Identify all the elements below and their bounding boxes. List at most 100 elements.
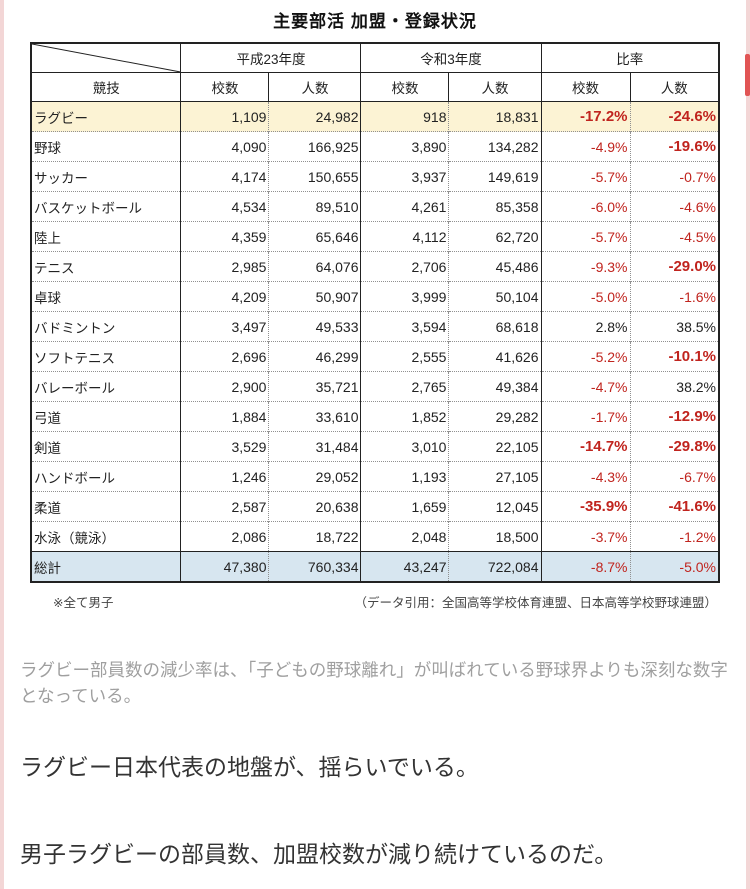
r3-members: 22,105	[448, 431, 542, 462]
h23-members: 64,076	[268, 251, 362, 282]
h23-schools: 3,529	[180, 431, 270, 462]
h23-schools: 47,380	[180, 551, 270, 582]
table-body: ラグビー 1,109 24,982 918 18,831 -17.2% -24.6% 野球 4,…	[30, 101, 719, 582]
table-row: サッカー 4,174 150,655 3,937 149,619 -5.7% -0.7%	[30, 161, 719, 192]
sport-name: 弓道	[30, 401, 182, 432]
note-data-source: （データ引用：全国高等学校体育連盟、日本高等学校野球連盟）	[354, 596, 717, 610]
scrollbar-thumb[interactable]	[745, 54, 750, 96]
sport-name: ラグビー	[30, 101, 182, 132]
ratio-schools: -5.2%	[541, 341, 631, 372]
body-paragraph-1: ラグビー日本代表の地盤が、揺らいでいる。	[20, 753, 479, 780]
ratio-members: -10.1%	[630, 341, 719, 372]
r3-schools: 3,890	[360, 131, 450, 162]
subheader-r3-members: 人数	[448, 72, 542, 102]
sport-name: 陸上	[30, 221, 182, 252]
ratio-schools: -9.3%	[541, 251, 631, 282]
r3-members: 27,105	[448, 461, 542, 492]
r3-schools: 2,048	[360, 521, 450, 552]
h23-members: 33,610	[268, 401, 362, 432]
left-edge-strip	[0, 0, 4, 889]
ratio-schools: 2.8%	[541, 311, 631, 342]
h23-schools: 2,985	[180, 251, 270, 282]
caption-paragraph: ラグビー部員数の減少率は、「子どもの野球離れ」が叫ばれている野球界よりも深刻な数…	[20, 660, 728, 707]
h23-members: 89,510	[268, 191, 362, 222]
ratio-schools: -4.9%	[541, 131, 631, 162]
h23-members: 24,982	[268, 101, 362, 132]
r3-members: 18,500	[448, 521, 542, 552]
h23-schools: 1,246	[180, 461, 270, 492]
r3-members: 49,384	[448, 371, 542, 402]
sport-name: テニス	[30, 251, 182, 282]
r3-schools: 2,555	[360, 341, 450, 372]
r3-members: 29,282	[448, 401, 542, 432]
ratio-schools: -4.3%	[541, 461, 631, 492]
ratio-members: 38.2%	[630, 371, 719, 402]
ratio-schools: -5.7%	[541, 161, 631, 192]
h23-schools: 2,696	[180, 341, 270, 372]
sport-name: 柔道	[30, 491, 182, 522]
r3-members: 85,358	[448, 191, 542, 222]
ratio-members: -29.0%	[630, 251, 719, 282]
r3-schools: 1,852	[360, 401, 450, 432]
table-row: ハンドボール 1,246 29,052 1,193 27,105 -4.3% -6.7%	[30, 461, 719, 492]
r3-members: 134,282	[448, 131, 542, 162]
ratio-members: -29.8%	[630, 431, 719, 462]
sport-name: 野球	[30, 131, 182, 162]
r3-members: 12,045	[448, 491, 542, 522]
table-row: ソフトテニス 2,696 46,299 2,555 41,626 -5.2% -10.1%	[30, 341, 719, 372]
ratio-members: -24.6%	[630, 101, 719, 132]
r3-schools: 2,706	[360, 251, 450, 282]
total-row: 総計 47,380 760,334 43,247 722,084 -8.7% -5.0%	[30, 551, 719, 582]
ratio-schools: -8.7%	[541, 551, 631, 582]
subheader-ratio-members: 人数	[629, 72, 720, 102]
table-header: 平成23年度 令和3年度 比率 競技 校数 人数 校数 人数 校数 人数	[30, 42, 720, 102]
ratio-schools: -35.9%	[541, 491, 631, 522]
sport-name: バスケットボール	[30, 191, 182, 222]
sport-name: バレーボール	[30, 371, 182, 402]
table-row: テニス 2,985 64,076 2,706 45,486 -9.3% -29.0%	[30, 251, 719, 282]
diagonal-corner-cell	[30, 42, 182, 73]
colgroup-reiwa3: 令和3年度	[360, 42, 542, 73]
r3-schools: 4,112	[360, 221, 450, 252]
ratio-schools: -4.7%	[541, 371, 631, 402]
ratio-members: -19.6%	[630, 131, 719, 162]
h23-members: 35,721	[268, 371, 362, 402]
table-row: バレーボール 2,900 35,721 2,765 49,384 -4.7% 38.2%	[30, 371, 719, 402]
subheader-h23-schools: 校数	[180, 72, 270, 102]
sport-name: バドミントン	[30, 311, 182, 342]
ratio-schools: -17.2%	[541, 101, 631, 132]
column-group-row: 平成23年度 令和3年度 比率	[30, 42, 720, 73]
r3-members: 41,626	[448, 341, 542, 372]
h23-members: 29,052	[268, 461, 362, 492]
r3-schools: 1,193	[360, 461, 450, 492]
r3-schools: 3,999	[360, 281, 450, 312]
sport-name: ハンドボール	[30, 461, 182, 492]
ratio-members: -5.0%	[630, 551, 719, 582]
h23-members: 20,638	[268, 491, 362, 522]
ratio-members: -1.6%	[630, 281, 719, 312]
ratio-schools: -3.7%	[541, 521, 631, 552]
h23-members: 46,299	[268, 341, 362, 372]
table-row: 野球 4,090 166,925 3,890 134,282 -4.9% -19.6%	[30, 131, 719, 162]
h23-schools: 4,174	[180, 161, 270, 192]
h23-schools: 4,090	[180, 131, 270, 162]
h23-schools: 2,900	[180, 371, 270, 402]
ratio-members: -41.6%	[630, 491, 719, 522]
colgroup-ratio: 比率	[540, 42, 720, 73]
sub-header-row: 競技 校数 人数 校数 人数 校数 人数	[30, 72, 720, 102]
r3-schools: 1,659	[360, 491, 450, 522]
r3-members: 45,486	[448, 251, 542, 282]
ratio-members: -4.5%	[630, 221, 719, 252]
ratio-schools: -14.7%	[541, 431, 631, 462]
r3-members: 50,104	[448, 281, 542, 312]
club-stats-table: 平成23年度 令和3年度 比率 競技 校数 人数 校数 人数 校数 人数 ラグビ…	[29, 42, 720, 583]
right-edge-strip	[746, 0, 750, 889]
h23-members: 50,907	[268, 281, 362, 312]
h23-members: 760,334	[268, 551, 362, 582]
r3-schools: 3,010	[360, 431, 450, 462]
table-row: 柔道 2,587 20,638 1,659 12,045 -35.9% -41.6%	[30, 491, 719, 522]
h23-schools: 2,086	[180, 521, 270, 552]
ratio-schools: -6.0%	[541, 191, 631, 222]
h23-members: 65,646	[268, 221, 362, 252]
r3-schools: 3,594	[360, 311, 450, 342]
